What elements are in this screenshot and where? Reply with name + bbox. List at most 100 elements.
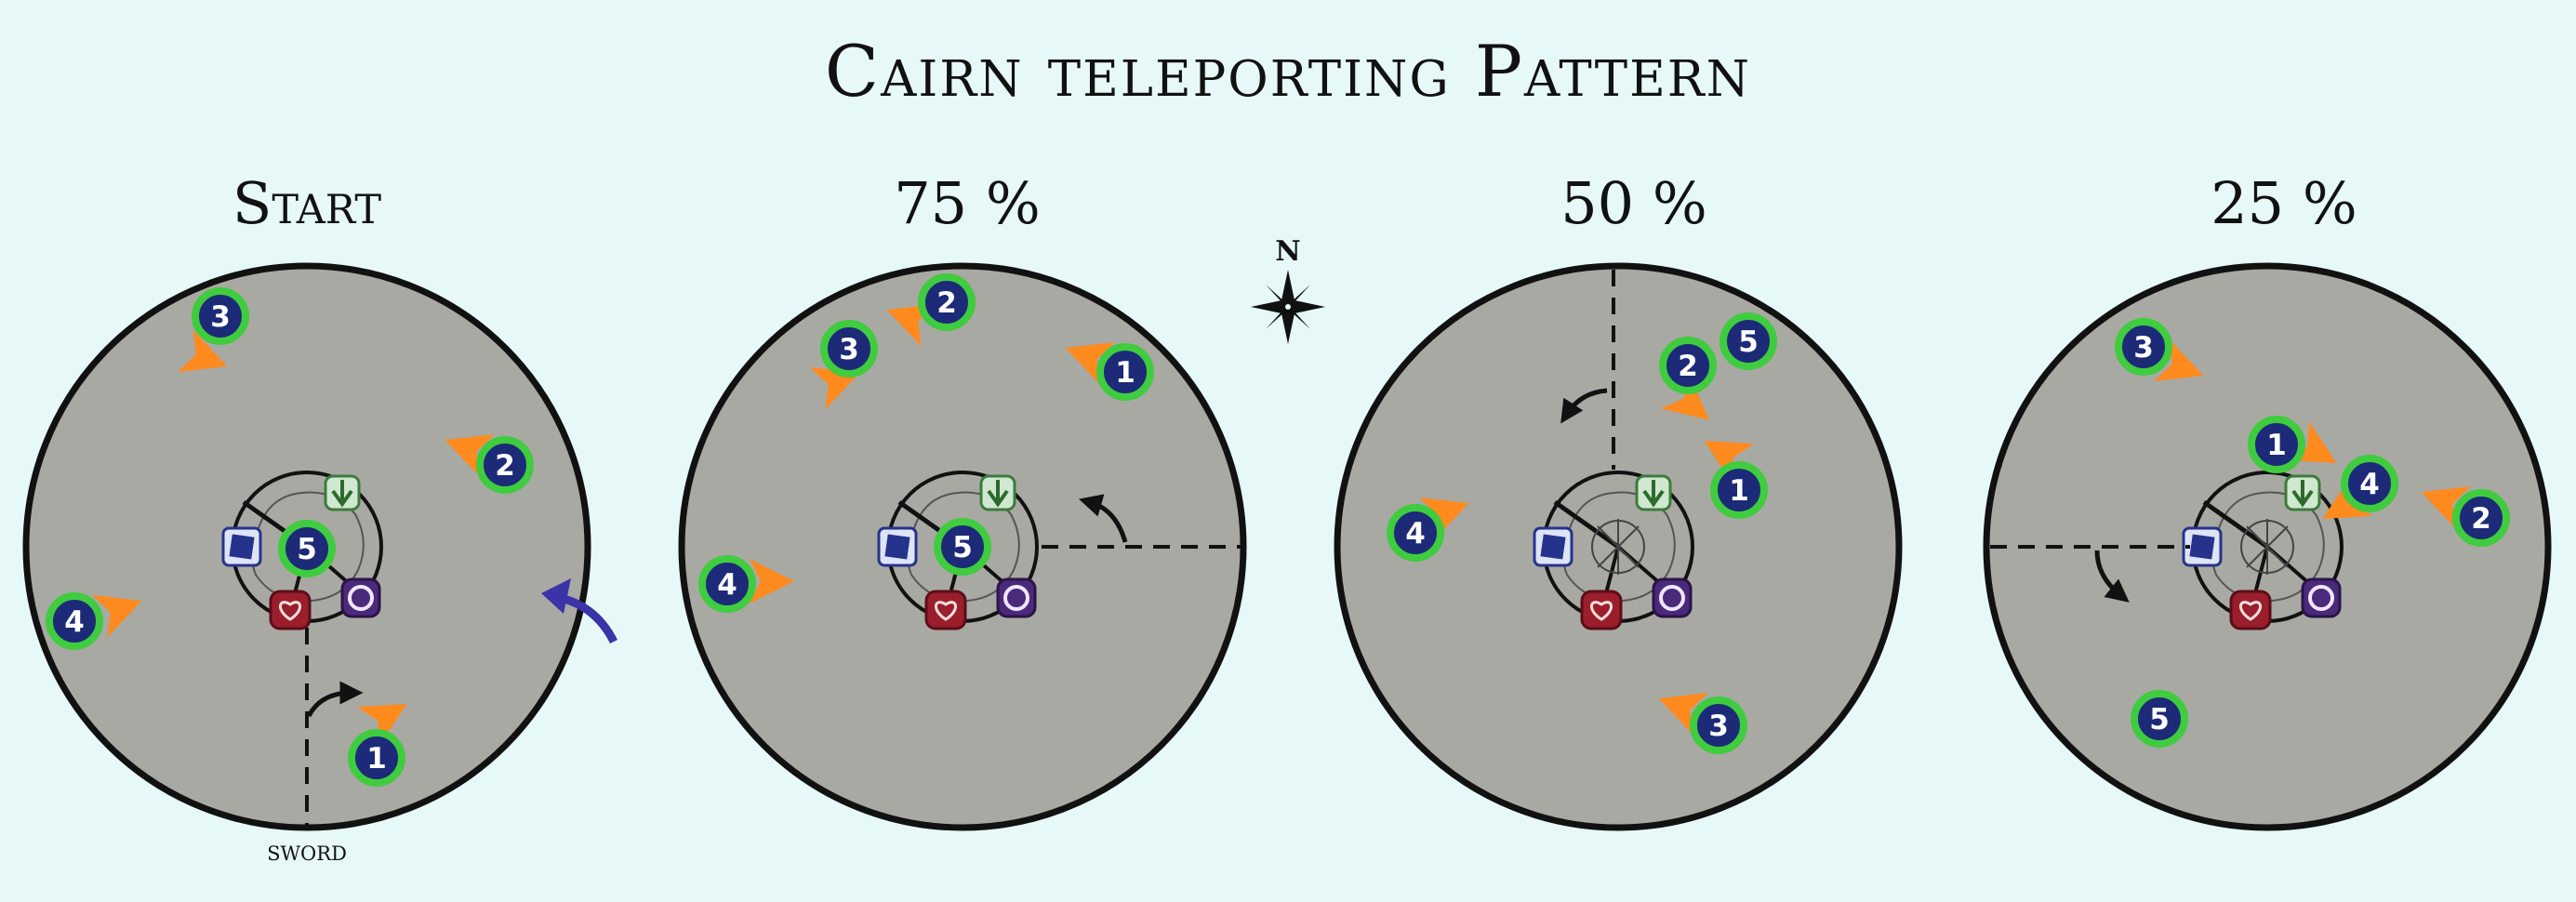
marker-badge (1659, 337, 1717, 394)
red-heart-icon (2229, 590, 2272, 630)
blue-square-icon (1533, 526, 1573, 567)
direction-arrow (1660, 374, 1709, 420)
marker-number: 4 (2359, 468, 2380, 501)
marker-badge (348, 729, 405, 787)
platform-crack (1597, 519, 1640, 575)
marker-3: 3 (1658, 692, 1747, 754)
marker-badge (476, 436, 534, 494)
marker-5: 5 (934, 518, 991, 576)
marker-badge (1096, 343, 1154, 401)
green-arrow-icon (324, 474, 361, 511)
blue-square-icon (2182, 526, 2223, 567)
marker-badge (192, 287, 249, 345)
marker-2: 2 (445, 433, 534, 494)
panel-50: 2 5 1 4 3 (1334, 262, 1903, 831)
direction-arrow (445, 433, 495, 477)
rotation-arrow (1078, 494, 1128, 543)
marker-badge (2452, 489, 2510, 547)
marker-number: 1 (1729, 474, 1749, 508)
marker-number: 3 (839, 333, 859, 366)
marker-number: 1 (1115, 356, 1135, 390)
marker-4: 4 (1387, 497, 1469, 562)
marker-3: 3 (178, 287, 249, 373)
rotation-arrow (1560, 388, 1608, 424)
panel-label-75: 75 % (894, 169, 1041, 237)
marker-1: 1 (2248, 416, 2337, 473)
marker-5: 5 (2131, 690, 2188, 748)
marker-badge (698, 555, 756, 613)
marker-2: 2 (1659, 337, 1717, 420)
marker-number: 5 (1738, 325, 1759, 359)
direction-arrow (92, 594, 142, 638)
purple-circle-icon (340, 577, 381, 618)
panel-label-50: 50 % (1560, 169, 1707, 237)
platform-crack (2246, 519, 2289, 575)
blue-square-icon (877, 526, 918, 567)
direction-arrow (2421, 485, 2471, 529)
platform-spoke (1553, 499, 1620, 550)
panel-label-25: 25 % (2211, 169, 2357, 237)
marker-badge (1387, 504, 1444, 562)
marker-2: 2 (2421, 485, 2510, 547)
marker-number: 3 (210, 300, 231, 334)
panel-label-start: Start (232, 169, 381, 237)
marker-badge (820, 320, 878, 378)
marker-1: 1 (1704, 441, 1768, 519)
platform-crack-ring (1591, 520, 1645, 574)
marker-badge (46, 592, 103, 650)
direction-arrow (178, 329, 228, 373)
platform-spoke (2202, 499, 2269, 550)
sword-label: sword (267, 835, 347, 868)
rotation-arrow (306, 681, 364, 718)
center-platform (2182, 471, 2344, 630)
marker-number: 5 (297, 533, 317, 566)
red-heart-icon (269, 590, 312, 630)
platform-inner-outline (906, 491, 1020, 603)
green-arrow-icon (2284, 474, 2321, 511)
marker-number: 3 (2133, 331, 2154, 365)
platform-inner-outline (250, 491, 365, 603)
direction-arrow (810, 366, 860, 410)
green-arrow-icon (1635, 474, 1672, 511)
direction-arrow (356, 704, 407, 746)
marker-badge (2131, 690, 2188, 748)
direction-arrow (1065, 341, 1115, 385)
marker-number: 4 (64, 605, 85, 639)
platform-inner-outline (1561, 491, 1676, 603)
center-platform (1533, 471, 1694, 630)
marker-badge (1720, 312, 1777, 370)
marker-1: 1 (1065, 341, 1154, 401)
direction-arrow (1704, 441, 1755, 483)
marker-3: 3 (2115, 318, 2204, 382)
direction-arrow (1419, 497, 1469, 540)
blue-square-icon (221, 526, 262, 567)
marker-2: 2 (886, 273, 976, 347)
platform-crack-ring (2240, 520, 2294, 574)
marker-number: 2 (495, 449, 515, 483)
marker-badge (278, 520, 336, 577)
marker-badge (934, 518, 991, 576)
marker-badge (1710, 461, 1768, 519)
compass-north-label: N (1275, 235, 1300, 268)
marker-badge (918, 273, 976, 331)
panel-25: 3 1 4 2 5 (1983, 262, 2552, 831)
direction-arrow (1658, 692, 1708, 736)
marker-number: 1 (366, 742, 387, 776)
panel-75: 3 2 1 4 5 (678, 262, 1247, 831)
direction-arrow (2154, 338, 2204, 382)
page-title: Cairn teleporting Pattern (825, 30, 1751, 113)
purple-circle-icon (2301, 577, 2342, 618)
marker-badge (2115, 318, 2172, 376)
direction-arrow (750, 559, 794, 604)
cairn-rotate-arrowhead (541, 578, 571, 614)
marker-5: 5 (1720, 312, 1777, 370)
red-heart-icon (924, 590, 967, 630)
marker-number: 3 (1708, 710, 1729, 743)
rotation-arrow (2094, 550, 2130, 603)
marker-badge (2341, 455, 2398, 512)
marker-4: 4 (698, 555, 794, 613)
marker-number: 4 (1405, 517, 1426, 550)
purple-circle-icon (1652, 577, 1693, 618)
marker-4: 4 (2322, 455, 2398, 519)
marker-number: 5 (952, 531, 973, 564)
